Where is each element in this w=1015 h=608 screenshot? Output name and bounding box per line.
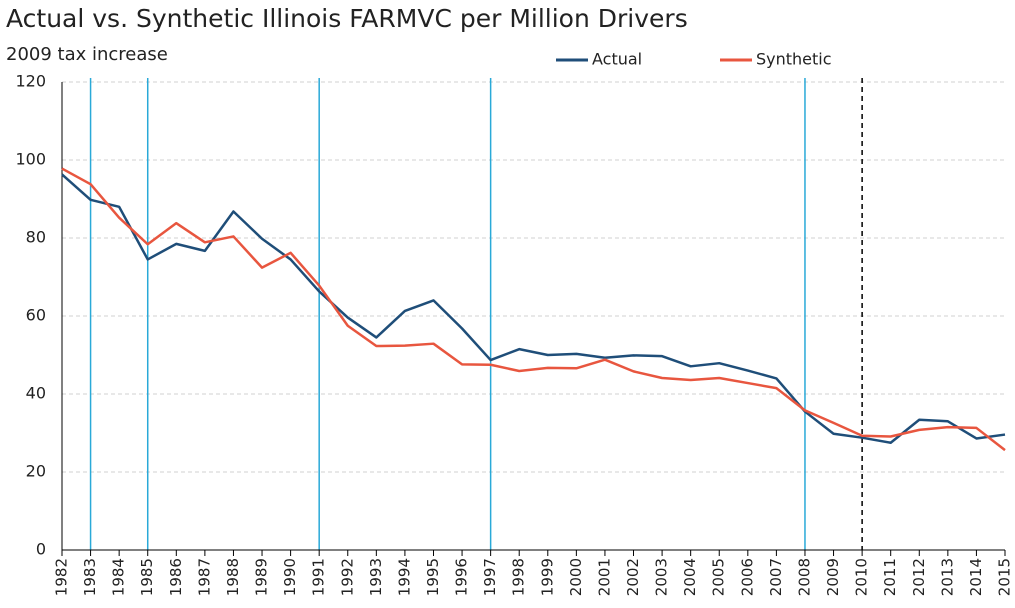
x-tick-label: 2001 — [595, 558, 613, 596]
chart-title: Actual vs. Synthetic Illinois FARMVC per… — [6, 4, 688, 33]
x-tick-label: 1993 — [367, 558, 385, 596]
x-tick-label: 1994 — [395, 558, 413, 596]
legend-label: Synthetic — [756, 50, 832, 69]
x-tick-label: 2002 — [624, 558, 642, 596]
x-tick-label: 2000 — [567, 558, 585, 596]
x-tick-label: 2008 — [795, 558, 813, 596]
x-tick-label: 2010 — [853, 558, 871, 596]
y-tick-label: 20 — [26, 462, 46, 481]
x-tick-label: 1996 — [453, 558, 471, 596]
y-tick-label: 40 — [26, 384, 46, 403]
y-tick-label: 0 — [36, 540, 46, 559]
x-tick-label: 2007 — [767, 558, 785, 596]
x-tick-label: 1984 — [110, 558, 128, 596]
x-tick-label: 1985 — [138, 558, 156, 596]
x-tick-label: 2009 — [824, 558, 842, 596]
x-tick-label: 1990 — [281, 558, 299, 596]
x-tick-label: 2004 — [681, 558, 699, 596]
x-tick-label: 1998 — [510, 558, 528, 596]
legend-label: Actual — [592, 50, 642, 69]
x-tick-label: 1986 — [167, 558, 185, 596]
y-tick-label: 120 — [15, 72, 46, 91]
x-tick-label: 1988 — [224, 558, 242, 596]
y-tick-label: 100 — [15, 150, 46, 169]
x-tick-label: 2005 — [710, 558, 728, 596]
x-tick-label: 2015 — [996, 558, 1014, 596]
x-tick-label: 1989 — [253, 558, 271, 596]
y-tick-label: 80 — [26, 228, 46, 247]
chart-subtitle: 2009 tax increase — [6, 44, 168, 65]
x-tick-label: 1995 — [424, 558, 442, 596]
series-line — [61, 167, 1006, 452]
x-tick-label: 2013 — [938, 558, 956, 596]
x-tick-label: 2012 — [910, 558, 928, 596]
x-tick-label: 1992 — [338, 558, 356, 596]
x-tick-label: 1997 — [481, 558, 499, 596]
x-tick-label: 2011 — [881, 558, 899, 596]
series-line — [61, 173, 1006, 444]
y-tick-label: 60 — [26, 306, 46, 325]
x-tick-label: 2003 — [653, 558, 671, 596]
x-tick-label: 1987 — [195, 558, 213, 596]
x-tick-label: 1982 — [53, 558, 71, 596]
x-tick-label: 2006 — [738, 558, 756, 596]
x-tick-label: 2014 — [967, 558, 985, 596]
x-tick-label: 1999 — [538, 558, 556, 596]
x-tick-label: 1991 — [310, 558, 328, 596]
x-tick-label: 1983 — [81, 558, 99, 596]
